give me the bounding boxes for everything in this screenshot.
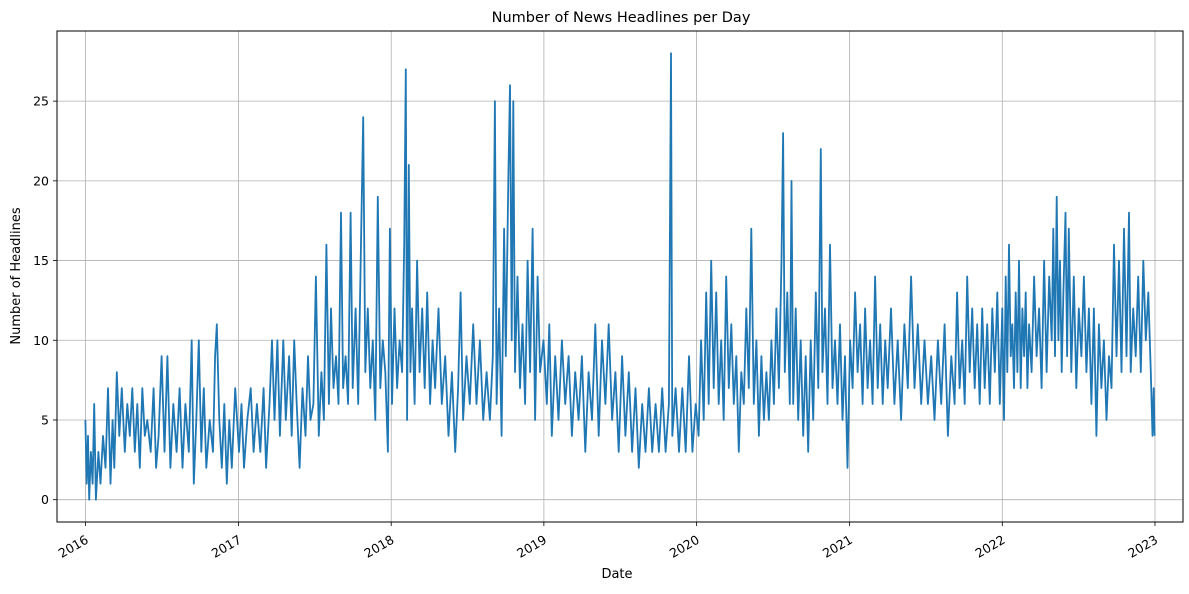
x-axis-label: Date (601, 567, 632, 582)
chart-title: Number of News Headlines per Day (492, 10, 751, 26)
y-axis: 0 5 10 15 20 25 (33, 94, 57, 507)
y-tick-label: 0 (41, 492, 49, 507)
x-tick-label: 2022 (973, 532, 1008, 561)
series-line (84, 52, 1156, 501)
y-tick-label: 25 (33, 94, 49, 109)
y-tick-label: 10 (33, 333, 49, 348)
x-tick-label: 2018 (361, 532, 396, 561)
x-axis: 2016 2017 2018 2019 2020 2021 2022 2023 (56, 522, 1160, 561)
y-tick-label: 5 (41, 412, 49, 427)
x-tick-label: 2020 (667, 532, 702, 561)
y-tick-label: 15 (33, 253, 49, 268)
x-tick-label: 2019 (514, 532, 549, 561)
x-tick-label: 2021 (820, 532, 855, 561)
plot-frame (56, 30, 1184, 523)
gridlines (57, 31, 1183, 522)
x-tick-label: 2017 (209, 532, 244, 561)
x-tick-label: 2023 (1125, 532, 1160, 561)
x-tick-label: 2016 (56, 532, 91, 561)
y-tick-label: 20 (33, 173, 49, 188)
series-layer (84, 52, 1156, 501)
y-axis-label: Number of Headlines (9, 207, 24, 344)
